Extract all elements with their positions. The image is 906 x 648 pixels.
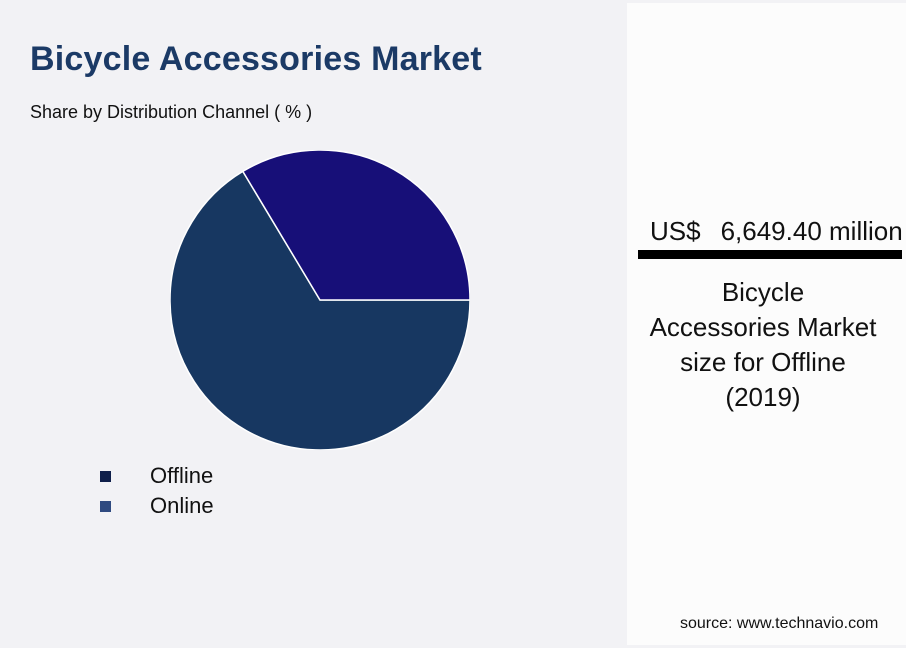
legend-item-offline: Offline (100, 461, 214, 491)
pie-slice-online (241, 150, 470, 301)
legend: Offline Online (100, 461, 214, 521)
amount-label: 6,649.40 million (720, 216, 903, 246)
desc-line: size for Offline (680, 347, 846, 377)
desc-line: (2019) (725, 382, 801, 412)
chart-subtitle: Share by Distribution Channel ( % ) (30, 102, 313, 122)
legend-swatch-offline (100, 470, 111, 482)
market-size-description: Bicycle Accessories Market size for Offl… (627, 275, 899, 415)
market-size-value: US$ 6,649.40 million (650, 216, 903, 247)
currency-label: US$ (650, 216, 701, 246)
desc-line: Bicycle (721, 277, 805, 307)
legend-swatch-online (100, 500, 111, 512)
divider-bar (638, 250, 902, 259)
legend-label: Online (150, 493, 214, 518)
legend-label: Offline (150, 463, 214, 488)
market-size-panel: US$ 6,649.40 million Bicycle Accessories … (627, 3, 906, 645)
legend-item-online: Online (100, 491, 214, 521)
chart-title: Bicycle Accessories Market (30, 40, 482, 78)
source-link[interactable]: source: www.technavio.com (680, 615, 879, 632)
desc-line: Accessories Market (649, 312, 877, 342)
pie-chart (170, 150, 470, 450)
pie-slice-offline (170, 170, 470, 450)
